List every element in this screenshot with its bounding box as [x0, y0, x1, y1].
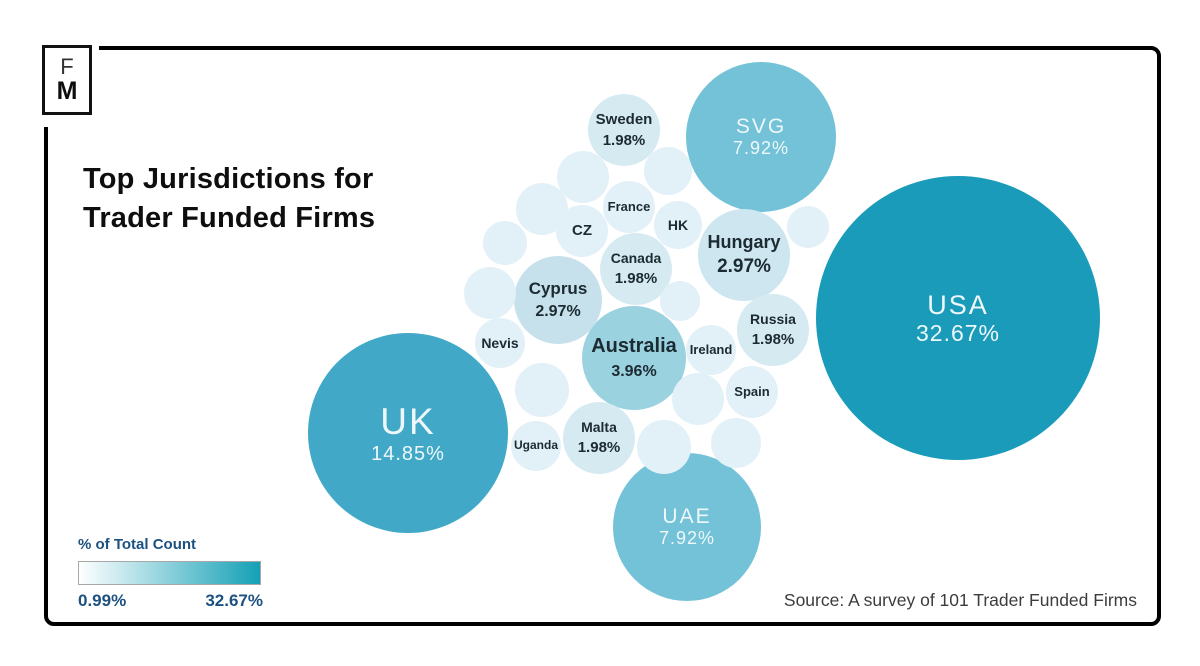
bubble-france: France — [603, 181, 655, 233]
bubble-label: Canada — [610, 250, 662, 267]
bubble-label: SVG — [735, 115, 787, 139]
bubble-value: 7.92% — [732, 138, 790, 159]
bubble-label: Sweden — [595, 110, 653, 128]
bubble-unlabeled-28 — [672, 373, 724, 425]
bubble-label: UK — [380, 400, 436, 442]
legend-max-value: 32.67% — [205, 591, 263, 610]
bubble-spain: Spain — [726, 366, 778, 418]
bubble-unlabeled-18 — [557, 151, 609, 203]
fm-logo-letter-m: M — [56, 77, 78, 105]
bubble-label: Australia — [591, 335, 677, 358]
page-title: Top Jurisdictions for Trader Funded Firm… — [83, 160, 375, 238]
bubble-value: 3.96% — [611, 363, 657, 381]
bubble-label: USA — [927, 289, 989, 320]
bubble-russia: Russia 1.98% — [737, 294, 809, 366]
bubble-hk: HK — [654, 201, 702, 249]
page-title-line2: Trader Funded Firms — [83, 202, 376, 234]
bubble-value: 14.85% — [371, 443, 445, 466]
bubble-label: Malta — [581, 419, 617, 436]
source-note: Source: A survey of 101 Trader Funded Fi… — [783, 590, 1137, 610]
bubble-unlabeled-20 — [483, 221, 527, 265]
bubble-unlabeled-19 — [516, 183, 568, 235]
bubble-australia: Australia 3.96% — [582, 306, 686, 410]
bubble-nevis: Nevis — [475, 318, 525, 368]
bubble-unlabeled-21 — [644, 147, 692, 195]
bubble-label: Spain — [734, 383, 770, 399]
bubble-unlabeled-27 — [787, 206, 829, 248]
bubble-label: HK — [667, 216, 689, 233]
bubble-malta: Malta 1.98% — [563, 402, 635, 474]
bubble-uk: UK 14.85% — [308, 333, 508, 533]
bubble-label: France — [607, 198, 651, 214]
legend-title: % of Total Count — [78, 536, 197, 553]
bubble-label: UAE — [662, 505, 712, 529]
bubble-svg: SVG 7.92% — [686, 62, 836, 212]
bubble-label: Ireland — [689, 341, 733, 357]
bubble-cyprus: Cyprus 2.97% — [514, 256, 602, 344]
bubble-label: CZ — [572, 222, 592, 240]
bubble-usa: USA 32.67% — [816, 176, 1100, 460]
chart-frame-border — [44, 46, 1161, 626]
bubble-value: 1.98% — [577, 439, 621, 457]
bubble-label: Hungary — [707, 231, 781, 252]
bubble-uganda: Uganda — [511, 421, 561, 471]
bubble-label: Uganda — [513, 438, 558, 453]
bubble-sweden: Sweden 1.98% — [588, 94, 660, 166]
legend-gradient-bar — [78, 561, 261, 585]
bubble-canada: Canada 1.98% — [600, 233, 672, 305]
bubble-value: 7.92% — [658, 528, 716, 549]
bubble-unlabeled-24 — [515, 363, 569, 417]
bubble-value: 1.98% — [614, 270, 658, 288]
fm-logo: F M — [42, 45, 92, 115]
bubble-unlabeled-23 — [464, 267, 516, 319]
legend-scale-labels: 0.99% 32.67% — [78, 591, 263, 611]
bubble-value: 2.97% — [535, 303, 581, 321]
page-title-line1: Top Jurisdictions for — [83, 163, 374, 195]
bubble-value: 1.98% — [602, 131, 646, 149]
bubble-label: Nevis — [481, 334, 519, 351]
bubble-value: 1.98% — [751, 331, 795, 349]
legend-min-value: 0.99% — [78, 591, 127, 610]
fm-logo-letter-f: F — [60, 54, 74, 79]
bubble-label: Cyprus — [528, 278, 588, 298]
legend: % of Total Count 0.99% 32.67% — [78, 536, 263, 611]
bubble-value: 2.97% — [717, 256, 771, 278]
bubble-value: 32.67% — [915, 319, 1000, 346]
bubble-unlabeled-25 — [637, 420, 691, 474]
bubble-hungary: Hungary 2.97% — [698, 209, 790, 301]
bubble-unlabeled-26 — [711, 418, 761, 468]
bubble-uae: UAE 7.92% — [613, 453, 761, 601]
bubble-unlabeled-22 — [660, 281, 700, 321]
bubble-label: Russia — [750, 311, 796, 328]
bubble-ireland: Ireland — [686, 325, 736, 375]
